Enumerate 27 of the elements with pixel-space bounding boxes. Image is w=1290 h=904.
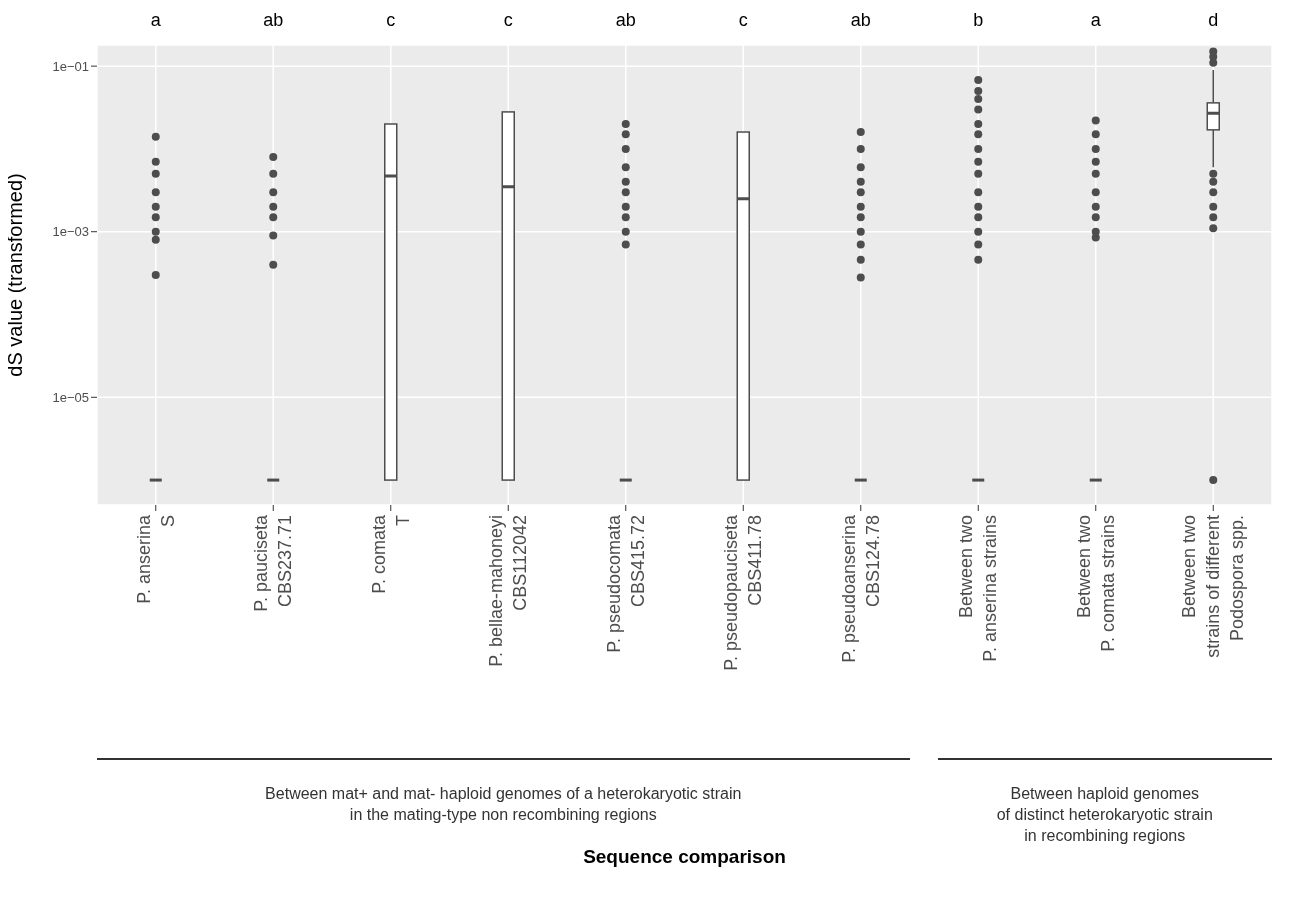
text: c (502, 10, 514, 31)
x-tick-label: P. pseudocomata CBS415.72 (603, 514, 648, 653)
text: c (385, 10, 397, 31)
text: b (972, 10, 985, 31)
text: ab (614, 10, 637, 31)
text: c (737, 10, 749, 31)
text: ab (849, 10, 872, 31)
text: Between mat+ and mat- haploid genomes of a heterokaryotic strain in the mating-type non recombining regions (264, 784, 743, 825)
text: a (1089, 10, 1102, 31)
x-tick-label: Between two P. comata strains (1073, 515, 1118, 652)
text: Sequence comparison (582, 846, 787, 868)
text: Between haploid genomes of distinct heterokaryotic strain in recombining regions (995, 784, 1214, 846)
y-tick-label: 1e−05 (52, 389, 89, 405)
x-tick-label: Between two strains of different Podospora spp. (1179, 515, 1248, 658)
text: d (1207, 10, 1220, 31)
y-tick-label: 1e−03 (52, 224, 89, 240)
x-tick-label: P. anserina S (133, 514, 178, 604)
x-tick-label: P. pauciseta CBS237.71 (251, 514, 296, 612)
text: ab (262, 10, 285, 31)
x-tick-label: P. comata T (368, 514, 413, 594)
x-tick-label: P. pseudoanserina CBS124.78 (838, 514, 883, 663)
x-tick-label: Between two P. anserina strains (956, 515, 1001, 662)
y-axis-title: dS value (transformed) (4, 173, 27, 377)
y-tick-label: 1e−01 (52, 58, 89, 74)
text: a (149, 10, 162, 31)
x-tick-label: P. pseudopauciseta CBS411.78 (721, 514, 766, 671)
x-tick-label: P. bellae-mahoneyi CBS112042 (486, 515, 531, 667)
